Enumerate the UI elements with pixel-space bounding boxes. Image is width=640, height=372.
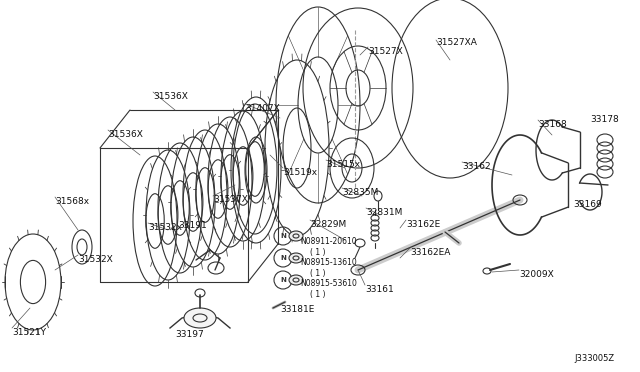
Text: N: N <box>280 277 286 283</box>
Text: 31527XA: 31527XA <box>436 38 477 47</box>
Text: 31536X: 31536X <box>153 92 188 101</box>
Text: ( 1 ): ( 1 ) <box>310 269 326 278</box>
Text: 32835M: 32835M <box>342 188 378 197</box>
Text: 33161: 33161 <box>365 285 394 294</box>
Text: 31407X: 31407X <box>245 104 280 113</box>
Text: 32829M: 32829M <box>310 220 346 229</box>
Text: N08915-13610: N08915-13610 <box>300 258 356 267</box>
Text: 33181E: 33181E <box>280 305 314 314</box>
Text: 31521Y: 31521Y <box>12 328 46 337</box>
Text: N08911-20610: N08911-20610 <box>300 237 356 246</box>
Ellipse shape <box>289 253 303 263</box>
Text: 31519x: 31519x <box>283 168 317 177</box>
Text: 33197: 33197 <box>175 330 204 339</box>
Text: 33162EA: 33162EA <box>410 248 451 257</box>
Text: 33162E: 33162E <box>406 220 440 229</box>
Text: ( 1 ): ( 1 ) <box>310 290 326 299</box>
Text: ( 1 ): ( 1 ) <box>310 248 326 257</box>
Text: 33178: 33178 <box>590 115 619 124</box>
Text: 31527X: 31527X <box>368 47 403 56</box>
Text: N08915-53610: N08915-53610 <box>300 279 357 288</box>
Text: N: N <box>280 233 286 239</box>
Text: 32831M: 32831M <box>366 208 403 217</box>
Text: 31532X: 31532X <box>78 255 113 264</box>
Ellipse shape <box>289 231 303 241</box>
Ellipse shape <box>184 308 216 328</box>
Ellipse shape <box>289 275 303 285</box>
Text: 31532x: 31532x <box>148 223 182 232</box>
Text: 33162: 33162 <box>462 162 491 171</box>
Text: 31515x: 31515x <box>326 160 360 169</box>
Text: 33191: 33191 <box>178 221 207 230</box>
Text: 33168: 33168 <box>538 120 567 129</box>
Text: 31536X: 31536X <box>108 130 143 139</box>
Text: 31537X: 31537X <box>213 195 248 204</box>
Text: N: N <box>280 255 286 261</box>
Text: 31568x: 31568x <box>55 197 89 206</box>
Text: 32009X: 32009X <box>519 270 554 279</box>
Text: 33169: 33169 <box>573 200 602 209</box>
Text: J333005Z: J333005Z <box>574 354 614 363</box>
